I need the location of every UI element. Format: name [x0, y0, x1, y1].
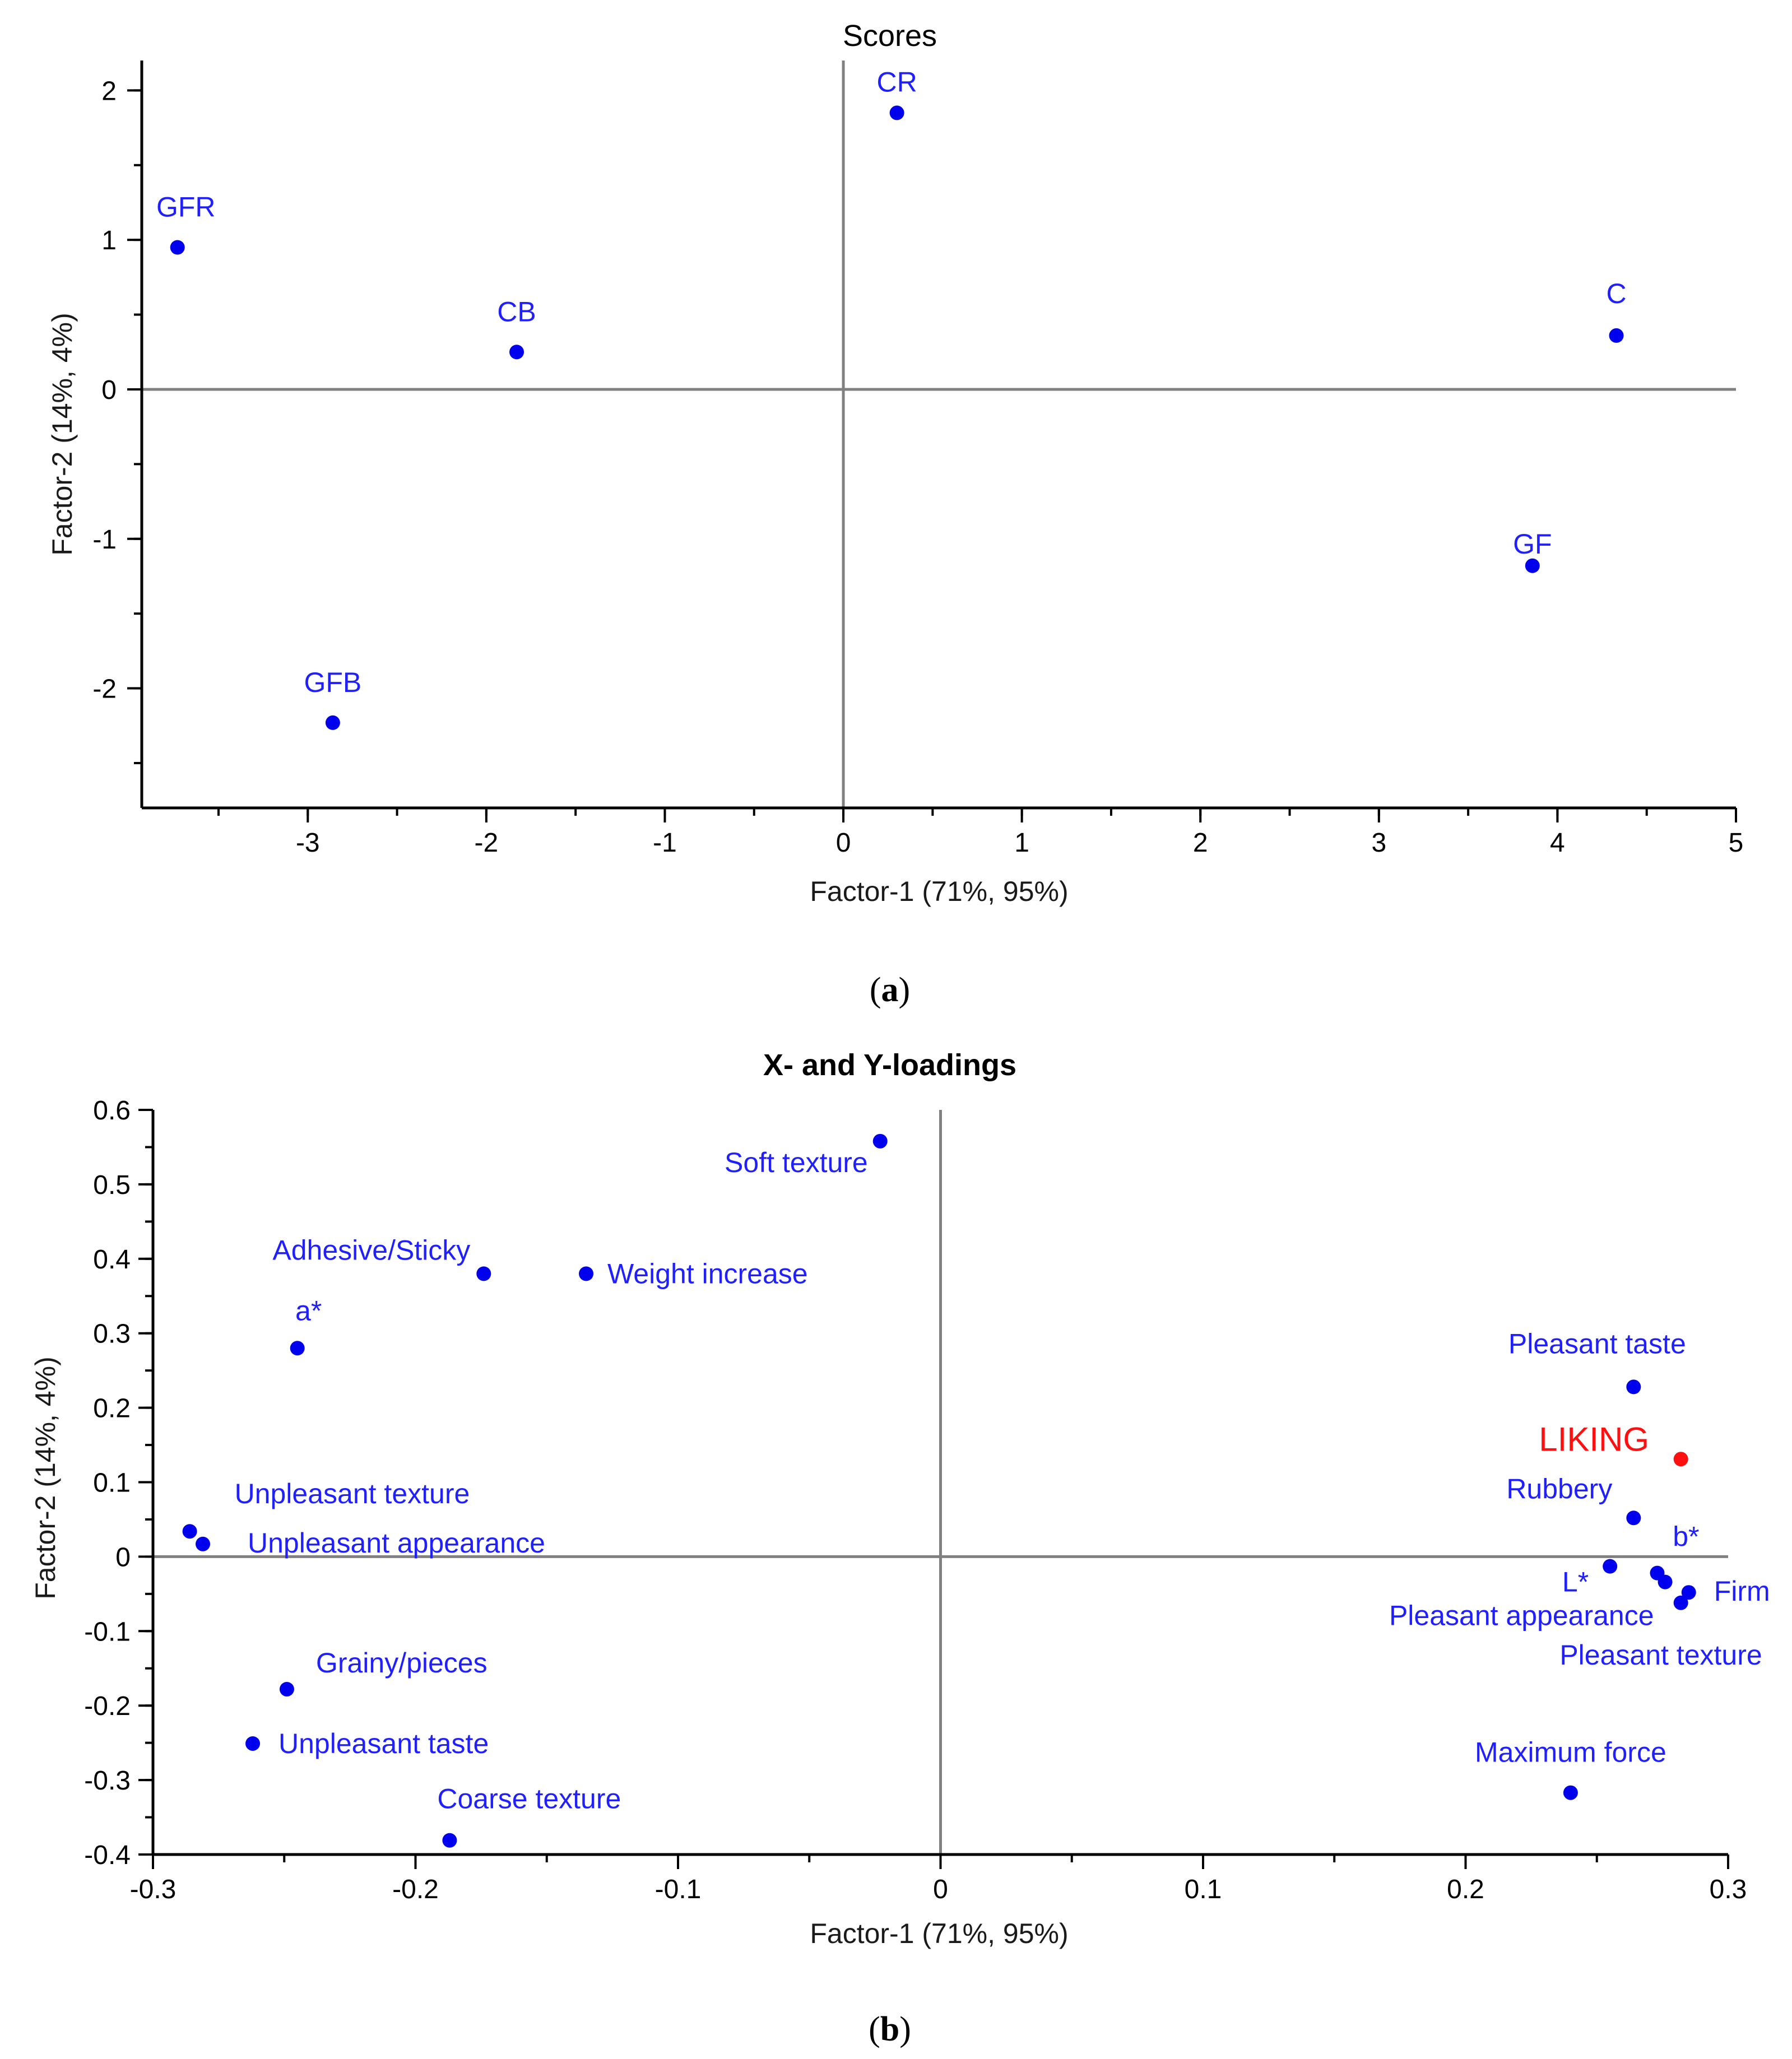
y-tick-label: -0.2	[84, 1691, 131, 1721]
y-tick-label: 0	[101, 375, 117, 405]
point-label: Grainy/pieces	[316, 1647, 488, 1679]
y-tick-label: 0.2	[93, 1394, 131, 1424]
data-point	[1673, 1595, 1688, 1610]
x-axis-title: Factor-1 (71%, 95%)	[810, 876, 1068, 907]
data-point	[442, 1833, 457, 1848]
point-label: Unpleasant taste	[278, 1728, 489, 1759]
point-label: Pleasant texture	[1559, 1639, 1762, 1671]
y-axis-title: Factor-2 (14%, 4%)	[47, 313, 78, 555]
x-tick-label: 1	[1014, 828, 1029, 858]
x-tick-label: 5	[1729, 828, 1744, 858]
chart-title: Scores	[843, 19, 937, 53]
data-point	[1609, 328, 1624, 343]
point-label: Rubbery	[1506, 1473, 1612, 1504]
panel-caption: (a)	[870, 971, 910, 1009]
x-tick-label: -0.2	[392, 1875, 439, 1904]
point-label: b*	[1673, 1521, 1699, 1553]
x-tick-label: -3	[296, 828, 320, 858]
data-point	[872, 1133, 888, 1149]
point-label: GFB	[304, 667, 361, 698]
caption-close: )	[899, 2010, 911, 2048]
point-label: Unpleasant texture	[235, 1478, 470, 1509]
scores-panel: Scores -3 -2 -1 0 1 2 3 4 5 -2 -1 0 1 2 Factor-1 (71%, …	[47, 19, 1743, 1009]
caption-open: (	[869, 2010, 880, 2048]
y-tick-label: -0.4	[84, 1840, 131, 1870]
data-point	[1603, 1559, 1618, 1574]
data-point	[509, 345, 524, 360]
x-tick-label: -1	[653, 828, 677, 858]
point-label: a*	[295, 1295, 322, 1326]
data-point	[170, 240, 185, 255]
y-tick-label: -0.3	[84, 1766, 131, 1796]
x-tick-label: -0.1	[655, 1875, 702, 1904]
y-tick-label: 0.3	[93, 1319, 131, 1349]
x-tick-label: -2	[475, 828, 499, 858]
x-tick-label: 4	[1550, 828, 1565, 858]
point-label: GF	[1513, 528, 1552, 560]
caption-open: (	[870, 971, 881, 1009]
x-tick-label: 2	[1193, 828, 1208, 858]
point-label: Firm	[1714, 1575, 1770, 1607]
point-label: Coarse texture	[437, 1783, 621, 1815]
point-label: L*	[1562, 1567, 1589, 1598]
caption-letter: a	[881, 971, 899, 1009]
caption-close: )	[899, 971, 911, 1009]
data-point	[290, 1341, 305, 1356]
data-point	[196, 1536, 211, 1551]
y-tick-label: 2	[101, 76, 117, 106]
y-axis-title: Factor-2 (14%, 4%)	[30, 1356, 61, 1599]
point-label: Adhesive/Sticky	[272, 1234, 470, 1266]
point-label: Pleasant taste	[1508, 1328, 1686, 1359]
point-label: LIKING	[1539, 1420, 1649, 1458]
data-point	[1673, 1452, 1688, 1467]
x-tick-label: 0	[933, 1875, 948, 1904]
data-point	[1681, 1585, 1696, 1600]
data-point	[1658, 1574, 1673, 1589]
data-point	[579, 1266, 594, 1281]
x-tick-label: 0.3	[1710, 1875, 1747, 1904]
y-tick-label: 0.5	[93, 1170, 131, 1200]
data-point	[279, 1681, 294, 1697]
y-tick-label: -1	[92, 525, 117, 555]
point-label: GFR	[156, 192, 216, 223]
point-label: CR	[877, 66, 917, 97]
caption-letter: b	[880, 2010, 899, 2048]
data-point	[182, 1524, 197, 1539]
y-tick-label: 0.1	[93, 1468, 131, 1498]
point-label: Soft texture	[725, 1147, 868, 1178]
data-point	[1626, 1510, 1641, 1526]
data-point	[889, 105, 904, 120]
panel-caption: (b)	[869, 2010, 911, 2048]
data-point	[325, 715, 340, 730]
chart-title: X- and Y-loadings	[763, 1048, 1016, 1082]
x-axis-title: Factor-1 (71%, 95%)	[810, 1918, 1068, 1949]
point-label: CB	[497, 296, 536, 327]
x-tick-label: 0.1	[1185, 1875, 1222, 1904]
x-tick-label: -0.3	[130, 1875, 177, 1904]
data-point	[1563, 1785, 1578, 1800]
data-point	[1626, 1379, 1641, 1395]
y-tick-label: 1	[101, 226, 117, 255]
data-point	[1525, 558, 1540, 573]
y-tick-label: 0.6	[93, 1096, 131, 1126]
point-label: C	[1606, 278, 1626, 309]
loadings-panel: X- and Y-loadings -0.3 -0.2 -0.1 0 0.1 0.2 0.3 -…	[30, 1048, 1770, 2048]
y-tick-label: 0.4	[93, 1245, 131, 1275]
y-tick-label: -0.1	[84, 1617, 131, 1647]
y-tick-label: -2	[92, 675, 117, 704]
x-tick-label: 0.2	[1447, 1875, 1484, 1904]
point-label: Maximum force	[1475, 1737, 1666, 1768]
data-point	[476, 1266, 491, 1281]
point-label: Unpleasant appearance	[248, 1527, 545, 1559]
data-point	[245, 1736, 261, 1751]
x-tick-label: 0	[836, 828, 851, 858]
x-tick-label: 3	[1371, 828, 1386, 858]
point-label: Weight increase	[607, 1258, 808, 1289]
point-label: Pleasant appearance	[1389, 1600, 1654, 1632]
y-tick-label: 0	[115, 1542, 131, 1572]
